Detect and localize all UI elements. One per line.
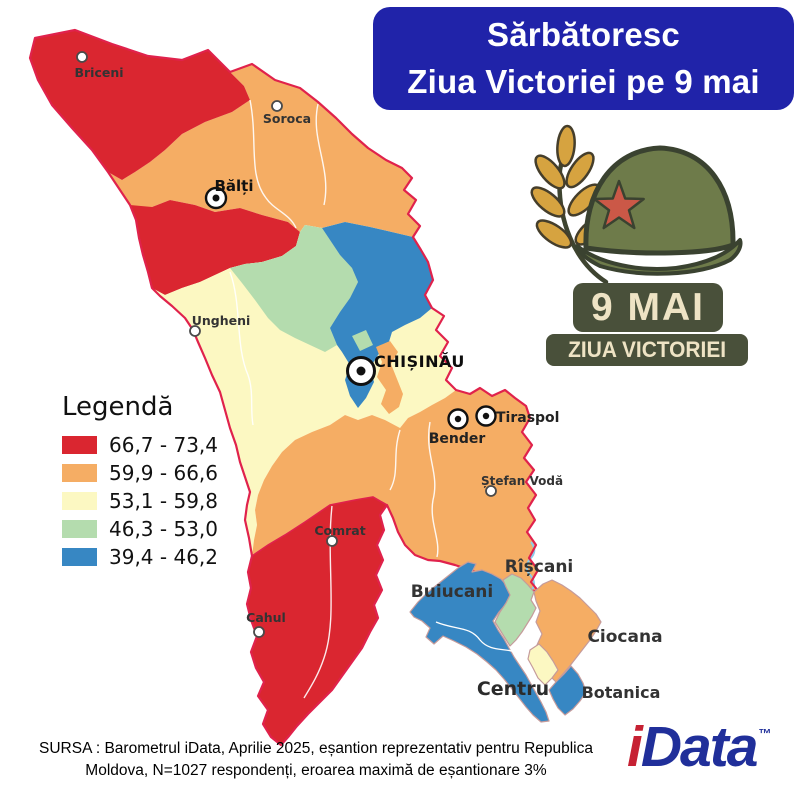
label-stefan-voda: Ștefan Vodă: [481, 474, 563, 488]
chisinau-inset-map: [409, 561, 602, 723]
label-briceni: Briceni: [74, 65, 123, 80]
gagauzia-border-line: [251, 496, 388, 557]
legend-range: 59,9 - 66,6: [109, 461, 218, 485]
victory-day-illustration: [530, 124, 743, 285]
region-sud-red: [247, 497, 387, 745]
logo-trademark: ™: [758, 726, 772, 741]
label-tiraspol: Tiraspol: [496, 410, 559, 426]
city-labels: Briceni Soroca Bălți Ungheni CHIȘINĂU Be…: [74, 65, 563, 625]
logo-prefix: i: [627, 715, 643, 779]
marker-chisinau: [346, 356, 376, 386]
label-ciocana: Ciocana: [587, 627, 662, 647]
badge-label-plate: ZIUA VICTORIEI: [546, 334, 748, 366]
region-nord-orange: [108, 50, 420, 237]
logo-name: Data: [640, 715, 759, 779]
legend-item: 39,4 - 46,2: [62, 545, 218, 569]
legend-swatch: [62, 436, 97, 454]
label-chisinau: CHIȘINĂU: [374, 352, 465, 371]
city-markers: [76, 51, 497, 638]
label-centru: Centru: [477, 678, 549, 700]
marker-comrat: [326, 535, 338, 547]
label-bender: Bender: [429, 431, 486, 447]
inset-divider: [435, 621, 516, 653]
badge-date-plate: 9 MAI: [573, 283, 723, 332]
legend-range: 53,1 - 59,8: [109, 489, 218, 513]
wheat-leaves-icon: [530, 124, 610, 249]
legend-swatch: [62, 548, 97, 566]
legend-swatch: [62, 492, 97, 510]
marker-bender: [447, 408, 469, 430]
red-star-icon: [593, 179, 645, 230]
label-balti: Bălți: [214, 177, 253, 195]
label-buiucani: Buiucani: [411, 582, 493, 602]
inset-labels: Buiucani Rîșcani Ciocana Centru Botanica: [411, 557, 663, 702]
legend-item: 53,1 - 59,8: [62, 489, 218, 513]
legend-item: 46,3 - 53,0: [62, 517, 218, 541]
legend-range: 46,3 - 53,0: [109, 517, 218, 541]
legend-swatch: [62, 520, 97, 538]
helmet-icon: [575, 145, 743, 276]
region-green-sliver: [352, 330, 373, 351]
marker-tiraspol: [475, 405, 497, 427]
marker-briceni: [76, 51, 88, 63]
label-riscani: Rîșcani: [505, 557, 574, 577]
legend-item: 66,7 - 73,4: [62, 433, 218, 457]
region-centru-nord-green: [230, 225, 358, 352]
legend: Legendă 66,7 - 73,4 59,9 - 66,6 53,1 - 5…: [62, 392, 218, 576]
legend-item: 59,9 - 66,6: [62, 461, 218, 485]
badge-date: 9 MAI: [590, 285, 705, 329]
marker-stefan-voda: [485, 485, 497, 497]
dniester-river: [525, 541, 536, 592]
legend-range: 66,7 - 73,4: [109, 433, 218, 457]
badge-label: ZIUA VICTORIEI: [568, 337, 726, 362]
legend-swatch: [62, 464, 97, 482]
region-chisinau-orange-sliver: [376, 341, 403, 414]
label-botanica: Botanica: [582, 683, 661, 702]
title-line-1: Sărbătoresc: [487, 15, 680, 53]
inset-ciocana: [533, 579, 602, 683]
inset-botanica-blue: [548, 665, 587, 716]
region-sud-est-orange: [252, 388, 539, 592]
label-cahul: Cahul: [246, 610, 286, 625]
marker-cahul: [253, 626, 265, 638]
legend-title: Legendă: [62, 392, 174, 422]
label-comrat: Comrat: [314, 523, 365, 538]
title-line-2: Ziua Victoriei pe 9 mai: [407, 62, 760, 100]
source-note: SURSA : Barometrul iData, Aprilie 2025, …: [39, 740, 593, 779]
inset-botanica-yellow: [527, 643, 559, 686]
legend-range: 39,4 - 46,2: [109, 545, 218, 569]
region-nord-vest-red: [30, 30, 250, 180]
region-balti-red: [130, 200, 300, 295]
inset-riscani: [494, 573, 537, 647]
label-soroca: Soroca: [263, 111, 311, 126]
marker-soroca: [271, 100, 283, 112]
idata-logo: iData ™: [627, 714, 771, 780]
country-border: [28, 28, 541, 747]
marker-ungheni: [189, 325, 201, 337]
inset-buiucani-centru: [409, 561, 550, 723]
marker-balti: [204, 186, 228, 210]
label-ungheni: Ungheni: [192, 313, 251, 328]
title-banner: Sărbătoresc Ziua Victoriei pe 9 mai: [373, 7, 794, 110]
